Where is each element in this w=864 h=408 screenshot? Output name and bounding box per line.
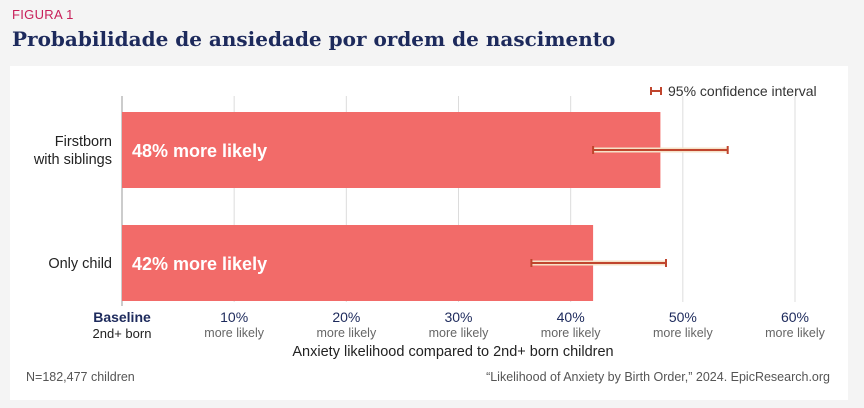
legend-label: 95% confidence interval — [668, 83, 817, 99]
bar-value-label: 42% more likely — [132, 254, 267, 274]
tick-sublabel: more likely — [765, 326, 825, 340]
category-label: Only child — [48, 256, 112, 272]
category-label: with siblings — [33, 152, 112, 168]
tick-label: 40% — [557, 309, 585, 325]
tick-sublabel: more likely — [541, 326, 601, 340]
bar-chart: 95% confidence interval Firstborn with sib… — [33, 83, 826, 360]
tick-sublabel: more likely — [429, 326, 489, 340]
x-axis-title: Anxiety likelihood compared to 2nd+ born… — [292, 344, 613, 360]
baseline-sublabel: 2nd+ born — [93, 326, 152, 341]
tick-sublabel: more likely — [316, 326, 376, 340]
tick-label: 30% — [444, 309, 472, 325]
tick-label: 20% — [332, 309, 360, 325]
bar — [122, 225, 594, 301]
bar — [122, 112, 661, 188]
tick-label: 60% — [781, 309, 809, 325]
tick-sublabel: more likely — [653, 326, 713, 340]
bar-value-label: 48% more likely — [132, 141, 267, 161]
figure-label: FIGURA 1 — [12, 7, 74, 22]
baseline-label: Baseline — [93, 309, 151, 325]
tick-label: 50% — [669, 309, 697, 325]
tick-label: 10% — [220, 309, 248, 325]
source-note: “Likelihood of Anxiety by Birth Order,” … — [486, 370, 830, 384]
category-label: Firstborn — [55, 134, 112, 150]
tick-sublabel: more likely — [204, 326, 264, 340]
chart-panel: 95% confidence interval Firstborn with sib… — [10, 66, 848, 400]
sample-size-note: N=182,477 children — [26, 370, 135, 384]
chart-title: Probabilidade de ansiedade por ordem de … — [12, 27, 616, 51]
